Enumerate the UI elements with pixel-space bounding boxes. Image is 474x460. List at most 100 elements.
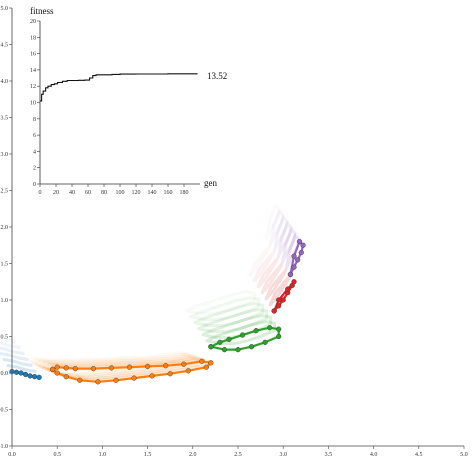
trail-echo	[185, 290, 257, 316]
series-point-blue	[18, 370, 24, 376]
inset-x-tick-label: 80	[101, 190, 107, 196]
series-point-purple	[296, 239, 303, 245]
trail-echo	[280, 226, 297, 264]
series-point-red	[280, 297, 286, 303]
inset-y-tick-label: 6	[33, 133, 36, 139]
trail-echo	[35, 353, 199, 378]
inset-y-tick-label: 14	[30, 68, 36, 74]
main-y-tick-label: 1.5	[1, 262, 9, 268]
series-point-orange	[185, 368, 191, 374]
inset-x-tick-label: 160	[164, 190, 173, 196]
series-red	[271, 279, 297, 314]
inset-y-tick-label: 16	[30, 52, 36, 58]
inset-x-tick-label: 0	[39, 190, 42, 196]
faded-trajectory-trails	[0, 202, 301, 382]
series-point-blue	[13, 369, 20, 375]
series-point-green	[262, 339, 268, 345]
series-point-purple	[295, 257, 301, 263]
main-x-tick-label: 0.0	[8, 452, 16, 458]
series-purple	[287, 239, 306, 278]
series-point-blue	[31, 374, 38, 380]
main-x-tick-label: 1.0	[99, 452, 107, 458]
series-point-purple	[300, 242, 306, 248]
trail-echo	[205, 320, 277, 346]
trail-echo	[268, 274, 292, 307]
trail-echo	[264, 268, 288, 301]
trail-echo	[0, 352, 29, 361]
inset-x-tick-label: 140	[148, 190, 157, 196]
main-y-tick-label: 2.0	[1, 225, 9, 231]
trail-echo	[248, 244, 272, 277]
series-point-orange	[167, 371, 173, 377]
series-point-red	[271, 308, 277, 314]
inset-x-tick-label: 100	[116, 190, 125, 196]
series-point-orange	[131, 375, 137, 381]
series-point-orange	[126, 364, 133, 370]
main-y-tick-label: 3.0	[1, 152, 9, 158]
series-point-orange	[63, 365, 69, 371]
trail-echo	[252, 250, 276, 283]
series-point-green	[217, 339, 223, 345]
trail-echo	[276, 220, 293, 258]
series-point-blue	[36, 374, 42, 380]
fitness-inset-chart: 0 20 40 60 80 100 120 140 160 180 0 2 4 6 8 10 12 14 16 18 2…	[26, 6, 227, 196]
inset-x-tick-label: 120	[132, 190, 141, 196]
main-x-tick-label: 5.0	[460, 452, 468, 458]
series-point-orange	[113, 377, 119, 383]
series-point-purple	[291, 253, 297, 259]
fitness-curve	[40, 73, 198, 102]
series-point-green	[248, 344, 255, 350]
series-point-red	[276, 297, 282, 303]
series-point-green	[276, 333, 282, 340]
series-point-red	[285, 286, 291, 292]
series-point-green	[226, 336, 232, 343]
main-y-tick-label: 4.0	[1, 79, 9, 85]
series-point-orange	[199, 358, 205, 364]
main-x-tick-label: 3.5	[325, 452, 333, 458]
trail-echo	[193, 302, 265, 328]
inset-y-tick-label: 0	[33, 182, 36, 188]
series-point-red	[291, 279, 297, 285]
series-point-green	[253, 328, 259, 334]
inset-x-tick-label: 40	[69, 190, 75, 196]
series-point-green	[208, 344, 214, 350]
series-point-green	[235, 347, 241, 353]
fitness-axis-label: fitness	[30, 6, 54, 16]
inset-y-tick-label: 4	[33, 149, 36, 155]
trail-echo	[268, 208, 285, 246]
series-point-green	[267, 325, 273, 331]
series-point-blue	[9, 368, 15, 375]
trail-echo	[6, 364, 37, 373]
series-point-green	[239, 332, 246, 338]
main-x-tick-label: 0.5	[53, 452, 61, 458]
series-point-blue	[27, 373, 33, 379]
main-y-tick-label: 0.5	[1, 335, 9, 341]
main-x-tick-label: 2.0	[189, 452, 197, 458]
series-point-orange	[181, 361, 187, 367]
series-point-orange	[90, 366, 96, 372]
main-x-tick-label: 4.0	[370, 452, 378, 458]
trail-echo	[31, 352, 195, 376]
series-point-orange	[163, 363, 169, 369]
inset-y-tick-label: 20	[30, 19, 36, 25]
trail-echo	[27, 350, 191, 375]
main-y-tick-label: -0.5	[0, 408, 8, 414]
series-point-green	[221, 347, 228, 353]
series-point-orange	[95, 379, 101, 385]
trail-echo	[2, 358, 33, 367]
main-y-tick-label: 4.5	[1, 43, 9, 49]
inset-x-tick-label: 60	[85, 190, 91, 196]
series-point-orange	[54, 364, 60, 370]
series-point-orange	[77, 377, 83, 383]
trail-echo	[0, 341, 21, 349]
trail-echo	[260, 262, 284, 295]
series-blue	[9, 368, 42, 380]
trail-echo	[197, 308, 269, 334]
main-x-tick-label: 4.5	[415, 452, 423, 458]
inset-y-tick-label: 8	[33, 117, 36, 123]
series-point-purple	[298, 249, 304, 256]
series-point-orange	[145, 363, 151, 370]
main-y-tick-label: 0.0	[1, 371, 9, 377]
